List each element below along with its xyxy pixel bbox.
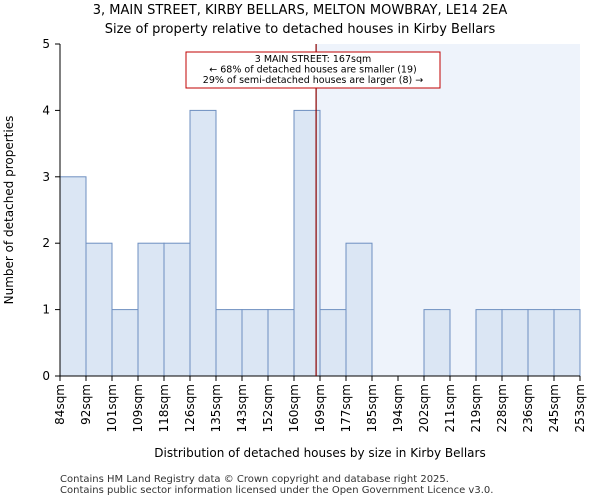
x-tick-label: 160sqm <box>287 384 301 432</box>
x-tick-label: 101sqm <box>105 384 119 432</box>
y-tick-label: 3 <box>42 170 50 184</box>
annotation-line: ← 68% of detached houses are smaller (19… <box>209 65 416 76</box>
x-tick-label: 92sqm <box>79 384 93 425</box>
x-tick-label: 211sqm <box>443 384 457 432</box>
histogram-bar <box>319 309 347 377</box>
x-tick-label: 143sqm <box>235 384 249 432</box>
x-tick-label: 185sqm <box>365 384 379 432</box>
x-tick-label: 152sqm <box>261 384 275 432</box>
y-tick-label: 2 <box>42 236 50 250</box>
histogram-bar <box>501 309 529 377</box>
chart-subtitle: Size of property relative to detached ho… <box>104 22 496 37</box>
histogram-bar <box>85 242 113 377</box>
y-tick-label: 4 <box>42 103 50 117</box>
histogram-bar <box>189 109 217 377</box>
x-tick-label: 202sqm <box>417 384 431 432</box>
y-tick-label: 0 <box>42 369 50 383</box>
x-tick-label: 245sqm <box>547 384 561 432</box>
chart-title: 3, MAIN STREET, KIRBY BELLARS, MELTON MO… <box>92 3 508 18</box>
histogram-bar <box>345 242 373 377</box>
y-tick-label: 5 <box>42 37 50 51</box>
histogram-bar <box>267 309 295 377</box>
x-tick-label: 219sqm <box>469 384 483 432</box>
histogram-bar <box>553 309 581 377</box>
y-axis-label: Number of detached properties <box>2 116 16 305</box>
y-tick-label: 1 <box>42 303 50 317</box>
histogram-bar <box>137 242 165 377</box>
histogram-bar <box>111 309 139 377</box>
annotation-line: 3 MAIN STREET: 167sqm <box>255 54 371 65</box>
histogram-bar <box>163 242 191 377</box>
x-axis-label: Distribution of detached houses by size … <box>154 446 485 460</box>
histogram-bar <box>59 176 87 377</box>
x-tick-label: 118sqm <box>157 384 171 432</box>
annotation-line: 29% of semi-detached houses are larger (… <box>203 75 423 86</box>
footer-line-1: Contains HM Land Registry data © Crown c… <box>60 474 449 485</box>
x-tick-label: 236sqm <box>521 384 535 432</box>
x-tick-label: 194sqm <box>391 384 405 432</box>
histogram-bar <box>423 309 451 377</box>
annotation-box <box>185 51 441 89</box>
x-tick-label: 228sqm <box>495 384 509 432</box>
histogram-bar <box>475 309 503 377</box>
x-tick-label: 126sqm <box>183 384 197 432</box>
x-tick-label: 169sqm <box>313 384 327 432</box>
histogram-bar <box>527 309 555 377</box>
x-tick-label: 109sqm <box>131 384 145 432</box>
x-tick-label: 253sqm <box>573 384 587 432</box>
histogram-bar <box>241 309 269 377</box>
x-tick-label: 177sqm <box>339 384 353 432</box>
x-tick-label: 135sqm <box>209 384 223 432</box>
x-tick-label: 84sqm <box>53 384 67 425</box>
histogram-bar <box>215 309 243 377</box>
footer-line-2: Contains public sector information licen… <box>60 485 494 496</box>
